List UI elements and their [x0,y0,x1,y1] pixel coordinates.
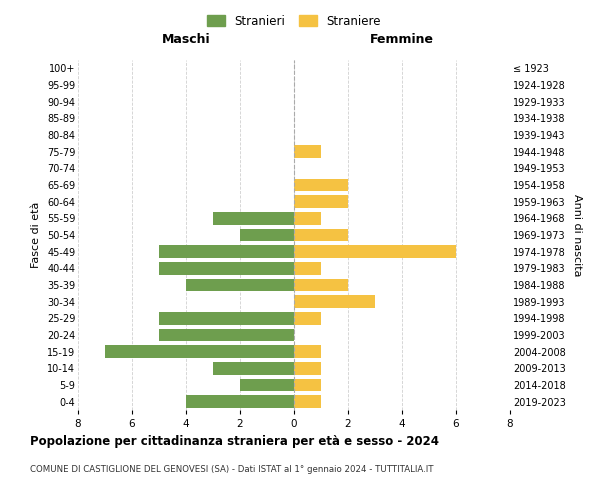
Bar [294,196,348,208]
Bar [294,379,321,391]
Bar [294,212,321,224]
Bar [294,229,348,241]
Bar [294,146,321,158]
Bar [105,346,294,358]
Y-axis label: Fasce di età: Fasce di età [31,202,41,268]
Y-axis label: Anni di nascita: Anni di nascita [572,194,583,276]
Bar [294,362,321,374]
Text: Femmine: Femmine [370,33,434,46]
Bar [294,346,321,358]
Bar [213,212,294,224]
Text: COMUNE DI CASTIGLIONE DEL GENOVESI (SA) - Dati ISTAT al 1° gennaio 2024 - TUTTIT: COMUNE DI CASTIGLIONE DEL GENOVESI (SA) … [30,465,433,474]
Bar [186,279,294,291]
Bar [240,229,294,241]
Bar [159,329,294,341]
Bar [159,312,294,324]
Bar [294,279,348,291]
Bar [186,396,294,408]
Bar [294,246,456,258]
Bar [159,262,294,274]
Bar [294,296,375,308]
Bar [240,379,294,391]
Text: Maschi: Maschi [161,33,211,46]
Bar [294,396,321,408]
Bar [294,179,348,191]
Bar [294,262,321,274]
Bar [294,312,321,324]
Bar [159,246,294,258]
Text: Popolazione per cittadinanza straniera per età e sesso - 2024: Popolazione per cittadinanza straniera p… [30,435,439,448]
Legend: Stranieri, Straniere: Stranieri, Straniere [202,10,386,32]
Bar [213,362,294,374]
